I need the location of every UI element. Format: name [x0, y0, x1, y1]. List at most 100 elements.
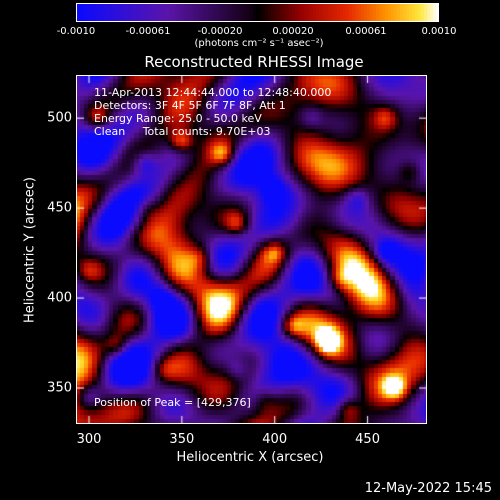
- colorbar-segment: [280, 3, 284, 22]
- colorbar-segment: [295, 3, 299, 22]
- colorbar-segment: [409, 3, 413, 22]
- colorbar-segment: [196, 3, 200, 22]
- colorbar-segment: [262, 3, 266, 22]
- colorbar-tick-label: 0.0010: [421, 26, 457, 37]
- colorbar-segment: [385, 3, 389, 22]
- colorbar-segment: [370, 3, 374, 22]
- colorbar-segment: [157, 3, 161, 22]
- colorbar-segment: [277, 3, 281, 22]
- colorbar-segment: [181, 3, 185, 22]
- colorbar-segment: [232, 3, 236, 22]
- colorbar-segment: [223, 3, 227, 22]
- colorbar-segment: [391, 3, 395, 22]
- colorbar-segment: [274, 3, 278, 22]
- colorbar-segment: [271, 3, 275, 22]
- colorbar-segment: [289, 3, 293, 22]
- colorbar-segment: [139, 3, 143, 22]
- colorbar-segment: [316, 3, 320, 22]
- colorbar-segment: [124, 3, 128, 22]
- colorbar-segment: [313, 3, 317, 22]
- x-tick-label: 350: [169, 432, 195, 447]
- colorbar-segment: [349, 3, 353, 22]
- time-range-text: 11-Apr-2013 12:44:44.000 to 12:48:40.000: [94, 86, 332, 99]
- colorbar: [76, 3, 439, 22]
- colorbar-tick-label: 0.00020: [272, 26, 314, 37]
- colorbar-segment: [220, 3, 224, 22]
- colorbar-segment: [376, 3, 380, 22]
- colorbar-segment: [130, 3, 134, 22]
- colorbar-segment: [412, 3, 416, 22]
- colorbar-segment: [226, 3, 230, 22]
- colorbar-segment: [190, 3, 194, 22]
- colorbar-segment: [79, 3, 83, 22]
- colorbar-segment: [373, 3, 377, 22]
- plot-frame: [76, 75, 427, 424]
- colorbar-segment: [310, 3, 314, 22]
- colorbar-segment: [307, 3, 311, 22]
- colorbar-segment: [178, 3, 182, 22]
- colorbar-segment: [238, 3, 242, 22]
- colorbar-segment: [259, 3, 263, 22]
- colorbar-segment: [187, 3, 191, 22]
- colorbar-segment: [97, 3, 101, 22]
- colorbar-segment: [337, 3, 341, 22]
- colorbar-segment: [361, 3, 365, 22]
- colorbar-segment: [301, 3, 305, 22]
- colorbar-segment: [421, 3, 425, 22]
- colorbar-segment: [112, 3, 116, 22]
- colorbar-segment: [346, 3, 350, 22]
- colorbar-segment: [382, 3, 386, 22]
- y-tick-label: 350: [47, 380, 72, 396]
- detectors-text: Detectors: 3F 4F 5F 6F 7F 8F, Att 1: [94, 99, 286, 112]
- colorbar-segment: [148, 3, 152, 22]
- colorbar-segment: [283, 3, 287, 22]
- colorbar-segment: [436, 3, 439, 22]
- colorbar-segment: [109, 3, 113, 22]
- colorbar-segment: [364, 3, 368, 22]
- colorbar-segment: [331, 3, 335, 22]
- colorbar-segment: [298, 3, 302, 22]
- colorbar-segment: [256, 3, 260, 22]
- colorbar-segment: [136, 3, 140, 22]
- colorbar-segment: [250, 3, 254, 22]
- colorbar-segment: [154, 3, 158, 22]
- chart-title: Reconstructed RHESSI Image: [144, 53, 364, 71]
- colorbar-segment: [367, 3, 371, 22]
- colorbar-segment: [268, 3, 272, 22]
- colorbar-segment: [133, 3, 137, 22]
- colorbar-segment: [217, 3, 221, 22]
- y-axis-label: Heliocentric Y (arcsec): [22, 177, 38, 323]
- colorbar-border: [76, 3, 439, 22]
- colorbar-tick-label: -0.0010: [56, 26, 96, 37]
- colorbar-segment: [334, 3, 338, 22]
- colorbar-segment: [82, 3, 86, 22]
- colorbar-segment: [400, 3, 404, 22]
- colorbar-segment: [292, 3, 296, 22]
- colorbar-segment: [328, 3, 332, 22]
- colorbar-segment: [184, 3, 188, 22]
- colorbar-segment: [286, 3, 290, 22]
- colorbar-segment: [394, 3, 398, 22]
- colorbar-segment: [397, 3, 401, 22]
- colorbar-segment: [202, 3, 206, 22]
- colorbar-tick-label: -0.00061: [125, 26, 171, 37]
- colorbar-segment: [325, 3, 329, 22]
- colorbar-segment: [142, 3, 146, 22]
- colorbar-segment: [322, 3, 326, 22]
- rhessi-image-heatmap: [76, 75, 427, 424]
- colorbar-segment: [379, 3, 383, 22]
- colorbar-segment: [214, 3, 218, 22]
- colorbar-segment: [118, 3, 122, 22]
- colorbar-segment: [103, 3, 107, 22]
- y-tick-label: 450: [47, 200, 72, 216]
- colorbar-segment: [352, 3, 356, 22]
- y-tick-label: 400: [47, 290, 72, 306]
- colorbar-segment: [430, 3, 434, 22]
- colorbar-segment: [415, 3, 419, 22]
- x-tick-label: 450: [355, 432, 380, 447]
- colorbar-segment: [151, 3, 155, 22]
- colorbar-segment: [145, 3, 149, 22]
- colorbar-segment: [403, 3, 407, 22]
- colorbar-segment: [358, 3, 362, 22]
- energy-range-text: Energy Range: 25.0 - 50.0 keV: [94, 112, 262, 125]
